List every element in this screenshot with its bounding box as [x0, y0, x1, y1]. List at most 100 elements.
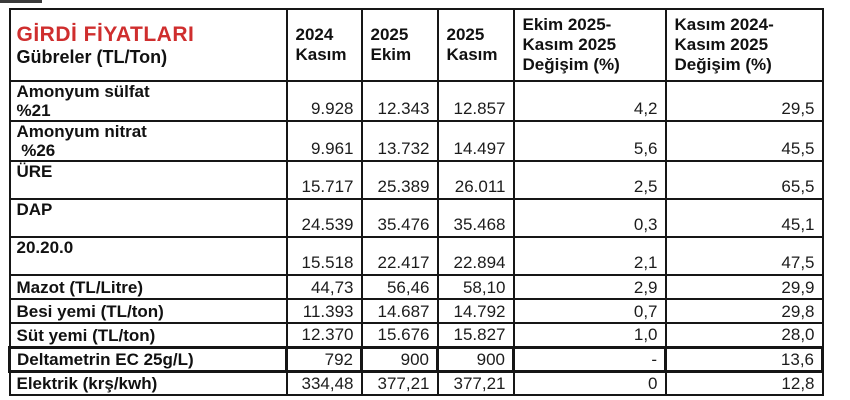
row-label-cell: Mazot (TL/Litre): [8, 274, 288, 300]
cell-2024-kasim: 15.717: [285, 160, 363, 200]
input-prices-table: GİRDİ FİYATLARI Gübreler (TL/Ton) 2024 K…: [8, 8, 824, 396]
cell-2025-ekim: 35.476: [360, 198, 439, 238]
col-header-line: Değişim (%): [674, 55, 772, 74]
table-row: 20.20.0 15.518 22.417 22.894 2,1 47,5: [8, 236, 824, 276]
header-row: GİRDİ FİYATLARI Gübreler (TL/Ton) 2024 K…: [8, 8, 824, 82]
col-header-2024-kasim: 2024 Kasım: [285, 8, 363, 82]
cell-monthly-change: 2,9: [512, 274, 667, 300]
row-label-cell: 20.20.0: [8, 236, 288, 276]
cell-2025-ekim: 22.417: [360, 236, 439, 276]
col-header-monthly-change: Ekim 2025- Kasım 2025 Değişim (%): [512, 8, 667, 82]
cell-monthly-change: -: [512, 345, 667, 373]
cell-2024-kasim: 792: [285, 345, 363, 373]
cell-monthly-change: 5,6: [512, 120, 667, 162]
row-label: Süt yemi (TL/ton): [16, 325, 156, 345]
row-label-cell: Amonyum sülfat %21: [8, 80, 288, 122]
cell-2025-ekim: 377,21: [360, 370, 439, 396]
cell-2025-ekim: 13.732: [360, 120, 439, 162]
cell-monthly-change: 4,2: [512, 80, 667, 122]
cell-yearly-change: 47,5: [664, 236, 824, 276]
row-label: Elektrik (krş/kwh): [16, 374, 158, 394]
row-label: Amonyum nitrat: [16, 122, 147, 141]
row-label: Mazot (TL/Litre): [16, 278, 144, 297]
cell-2025-kasim: 377,21: [436, 370, 515, 396]
cell-2025-kasim: 26.011: [436, 160, 515, 200]
row-label-cell: ÜRE: [8, 160, 288, 200]
table-row: Süt yemi (TL/ton) 12.370 15.676 15.827 1…: [8, 322, 824, 348]
table-row: Besi yemi (TL/ton) 11.393 14.687 14.792 …: [8, 298, 824, 324]
cell-2025-kasim: 14.792: [436, 298, 515, 324]
col-header-line: Kasım 2025: [674, 35, 769, 54]
table-title: GİRDİ FİYATLARI: [16, 22, 195, 46]
cell-2025-kasim: 35.468: [436, 198, 515, 238]
cell-monthly-change: 0: [512, 370, 667, 396]
cell-monthly-change: 2,1: [512, 236, 667, 276]
row-label-cell: Besi yemi (TL/ton): [8, 298, 288, 324]
input-prices-table-container: GİRDİ FİYATLARI Gübreler (TL/Ton) 2024 K…: [8, 8, 824, 396]
row-label: 20.20.0: [16, 238, 74, 257]
cell-2025-kasim: 58,10: [436, 274, 515, 300]
cell-2024-kasim: 11.393: [285, 298, 363, 324]
cell-yearly-change: 29,9: [664, 274, 824, 300]
col-header-line: 2025: [370, 25, 409, 44]
row-label-second-line: %21: [16, 101, 51, 120]
row-label: Besi yemi (TL/ton): [16, 302, 164, 321]
cell-2024-kasim: 15.518: [285, 236, 363, 276]
table-row: Amonyum sülfat %21 9.928 12.343 12.857 4…: [8, 80, 824, 122]
cell-2024-kasim: 12.370: [285, 322, 363, 348]
col-header-line: Kasım: [446, 45, 498, 64]
cell-2025-ekim: 56,46: [360, 274, 439, 300]
cell-2025-ekim: 15.676: [360, 322, 439, 348]
cell-monthly-change: 0,3: [512, 198, 667, 238]
table-row: ÜRE 15.717 25.389 26.011 2,5 65,5: [8, 160, 824, 200]
cell-2025-ekim: 12.343: [360, 80, 439, 122]
cell-yearly-change: 45,5: [664, 120, 824, 162]
cell-2024-kasim: 9.961: [285, 120, 363, 162]
cell-yearly-change: 45,1: [664, 198, 824, 238]
table-row: Elektrik (krş/kwh) 334,48 377,21 377,21 …: [8, 370, 824, 396]
cell-2025-kasim: 12.857: [436, 80, 515, 122]
col-header-line: Kasım 2025: [522, 35, 617, 54]
col-header-2025-kasim: 2025 Kasım: [436, 8, 515, 82]
cell-yearly-change: 28,0: [664, 322, 824, 348]
col-header-line: Kasım 2024-: [674, 15, 774, 34]
cell-2025-kasim: 900: [436, 345, 515, 373]
cell-2025-kasim: 15.827: [436, 322, 515, 348]
row-label-second-line: %26: [16, 141, 56, 160]
row-label-cell: Elektrik (krş/kwh): [8, 370, 288, 396]
cell-monthly-change: 2,5: [512, 160, 667, 200]
cell-yearly-change: 29,5: [664, 80, 824, 122]
cell-yearly-change: 29,8: [664, 298, 824, 324]
cell-2025-kasim: 14.497: [436, 120, 515, 162]
cell-2024-kasim: 24.539: [285, 198, 363, 238]
row-label: Amonyum sülfat: [16, 82, 150, 101]
cell-yearly-change: 12,8: [664, 370, 824, 396]
cell-2025-ekim: 14.687: [360, 298, 439, 324]
col-header-line: Değişim (%): [522, 55, 620, 74]
cell-yearly-change: 65,5: [664, 160, 824, 200]
table-row: Deltametrin EC 25g/L) 792 900 900 - 13,6: [8, 345, 824, 373]
row-label-cell: DAP: [8, 198, 288, 238]
col-header-line: Ekim 2025-: [522, 15, 612, 34]
cell-2024-kasim: 9.928: [285, 80, 363, 122]
cell-monthly-change: 0,7: [512, 298, 667, 324]
row-label-cell: Deltametrin EC 25g/L): [8, 345, 288, 373]
cell-monthly-change: 1,0: [512, 322, 667, 348]
crop-artifact-line: [0, 0, 42, 3]
col-header-line: Kasım: [295, 45, 347, 64]
cell-2025-kasim: 22.894: [436, 236, 515, 276]
col-header-line: Ekim: [370, 45, 412, 64]
col-header-line: 2024: [295, 25, 334, 44]
title-header-cell: GİRDİ FİYATLARI Gübreler (TL/Ton): [8, 8, 288, 82]
row-label: Deltametrin EC 25g/L): [17, 350, 194, 369]
row-label-cell: Süt yemi (TL/ton): [8, 322, 288, 348]
cell-2024-kasim: 334,48: [285, 370, 363, 396]
cell-yearly-change: 13,6: [664, 345, 824, 373]
table-row: Mazot (TL/Litre) 44,73 56,46 58,10 2,9 2…: [8, 274, 824, 300]
table-row: DAP 24.539 35.476 35.468 0,3 45,1: [8, 198, 824, 238]
row-label-cell: Amonyum nitrat %26: [8, 120, 288, 162]
cell-2024-kasim: 44,73: [285, 274, 363, 300]
cell-2025-ekim: 25.389: [360, 160, 439, 200]
col-header-2025-ekim: 2025 Ekim: [360, 8, 439, 82]
table-row: Amonyum nitrat %26 9.961 13.732 14.497 5…: [8, 120, 824, 162]
